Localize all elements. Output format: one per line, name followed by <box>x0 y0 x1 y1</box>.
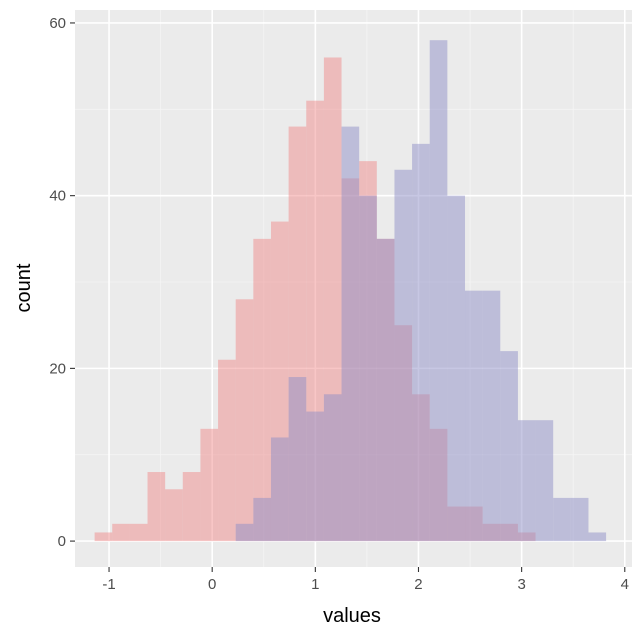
y-tick-label: 60 <box>49 15 66 32</box>
y-axis-title: count <box>13 263 35 312</box>
histogram-bar-series-2 <box>517 420 536 542</box>
x-axis-title: values <box>323 605 381 627</box>
y-tick-label: 20 <box>49 360 66 377</box>
histogram-bar-series-1 <box>235 299 254 542</box>
histogram-bar-series-2 <box>235 523 254 542</box>
y-tick-label: 0 <box>58 533 66 550</box>
histogram-bars <box>94 40 607 542</box>
histogram-bar-series-2 <box>535 420 554 542</box>
histogram-bar-series-2 <box>588 532 607 542</box>
histogram-bar-series-1 <box>182 472 201 542</box>
histogram-bar-series-2 <box>306 411 324 542</box>
histogram-bar-series-1 <box>253 238 271 542</box>
x-tick-label: 3 <box>517 576 525 593</box>
histogram-bar-series-2 <box>553 497 571 542</box>
y-tick-label: 40 <box>49 188 66 205</box>
histogram-bar-series-2 <box>270 437 289 542</box>
histogram-bar-series-1 <box>94 532 113 542</box>
histogram-bar-series-2 <box>394 169 413 542</box>
histogram-bar-series-1 <box>112 523 130 542</box>
x-tick-label: 4 <box>621 576 629 593</box>
histogram-bar-series-2 <box>429 40 448 542</box>
histogram-bar-series-2 <box>253 497 271 542</box>
histogram-bar-series-2 <box>323 394 342 542</box>
histogram-bar-series-2 <box>359 195 377 542</box>
histogram-bar-series-2 <box>482 290 501 542</box>
histogram-bar-series-2 <box>376 238 395 542</box>
x-tick-label: -1 <box>102 576 115 593</box>
histogram-bar-series-2 <box>447 195 466 542</box>
histogram-bar-series-2 <box>465 290 483 542</box>
histogram-bar-series-2 <box>341 126 360 542</box>
histogram-bar-series-2 <box>288 377 307 542</box>
histogram-bar-series-1 <box>147 472 166 542</box>
x-tick-label: 2 <box>414 576 422 593</box>
histogram-bar-series-1 <box>200 428 219 542</box>
histogram-bar-series-1 <box>218 359 236 542</box>
x-tick-label: 0 <box>208 576 216 593</box>
histogram-bar-series-2 <box>500 351 518 542</box>
x-tick-label: 1 <box>311 576 319 593</box>
histogram-bar-series-2 <box>570 497 589 542</box>
histogram-bar-series-1 <box>129 523 148 542</box>
histogram-bar-series-1 <box>165 489 183 542</box>
histogram-bar-series-2 <box>412 143 430 542</box>
